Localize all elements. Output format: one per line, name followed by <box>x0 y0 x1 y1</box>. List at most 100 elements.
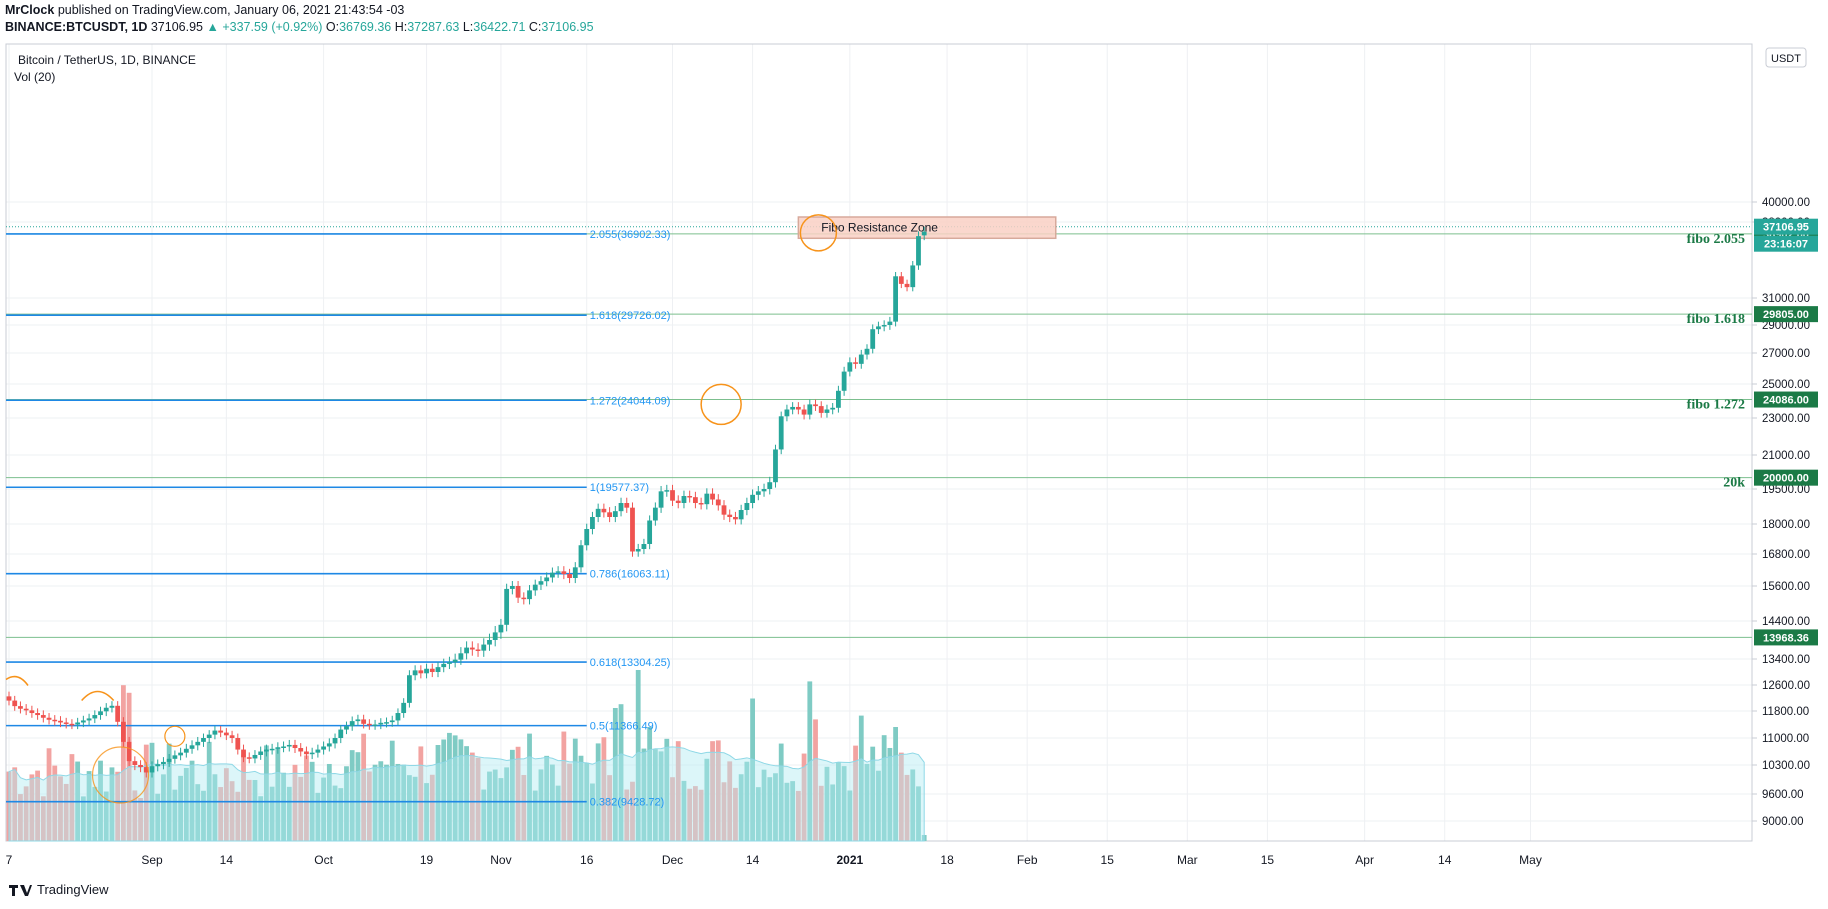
volume-bar <box>315 792 321 841</box>
volume-bar <box>635 670 641 841</box>
volume-bar <box>693 786 698 841</box>
last-price-text: 37106.95 <box>1763 222 1809 234</box>
candle-body <box>269 748 275 751</box>
fib-levels: 2.055(36902.33) 1.618(29726.02) 1.272(2404… <box>6 229 670 809</box>
volume-bar <box>46 748 52 841</box>
candle-body <box>721 505 727 515</box>
volume-bar <box>698 789 704 841</box>
candle-body <box>710 493 715 500</box>
close-value: 37106.95 <box>541 20 594 34</box>
candle-body <box>864 348 870 355</box>
volume-bar <box>750 698 755 841</box>
volume-bar <box>778 743 784 841</box>
volume-bar <box>887 747 893 841</box>
volume-bar <box>258 796 264 841</box>
candle-body <box>584 529 590 546</box>
candle-body <box>647 520 653 544</box>
candle-body <box>29 710 35 714</box>
candle-body <box>458 653 464 660</box>
volume-bar <box>86 771 92 841</box>
candle-body <box>115 705 121 722</box>
volume-bar <box>607 775 612 841</box>
volume-bar <box>767 777 773 841</box>
candle-body <box>218 730 224 733</box>
volume-bar <box>727 761 733 841</box>
candle-body <box>201 738 206 742</box>
footer-brand[interactable]: TradingView <box>8 882 109 897</box>
candle-body <box>876 326 881 330</box>
volume-bar <box>264 745 269 841</box>
candle-body <box>23 708 29 711</box>
volume-bar <box>538 769 544 841</box>
price-badge-text: 13968.36 <box>1763 632 1809 644</box>
volume-bar <box>218 787 224 841</box>
candle-body <box>492 632 498 640</box>
low-label: L: <box>462 20 474 34</box>
high-value: 37287.63 <box>407 20 460 34</box>
candle-body <box>395 713 401 721</box>
price-tick: 16800.00 <box>1762 549 1810 561</box>
price-badge-text: 29805.00 <box>1763 309 1809 321</box>
volume-bar <box>550 764 555 841</box>
volume-bar <box>332 785 338 841</box>
candle-body <box>344 726 349 730</box>
candle-body <box>904 283 910 288</box>
currency-badge[interactable] <box>1765 47 1807 68</box>
candles <box>6 226 927 778</box>
time-tick: Apr <box>1355 853 1374 867</box>
time-axis[interactable]: 7 Sep 14 Oct 19 Nov 16 Dec 14 2021 18 Feb 15 Mar 15 Apr… <box>6 853 1542 867</box>
candle-body <box>561 571 567 574</box>
volume-bar <box>424 783 429 841</box>
price-tick: 25000.00 <box>1762 379 1810 391</box>
fib-label: 0.382(9428.72) <box>590 797 665 809</box>
candle-body <box>921 231 927 236</box>
volume-bar <box>361 733 367 841</box>
candle-body <box>755 491 761 495</box>
volume-bar <box>166 743 172 841</box>
candle-body <box>258 751 264 755</box>
price-tick: 12600.00 <box>1762 680 1810 692</box>
candle-body <box>778 416 784 450</box>
time-tick: Feb <box>1017 853 1038 867</box>
volume-bar <box>836 762 841 841</box>
candle-body <box>624 503 630 508</box>
candle-body <box>235 738 241 750</box>
resistance-zone[interactable]: Fibo Resistance Zone <box>797 216 1057 240</box>
time-tick: 7 <box>6 853 13 867</box>
volume-bar <box>532 790 538 841</box>
candle-body <box>498 624 504 633</box>
volume-bar <box>29 774 35 841</box>
volume-bar <box>853 745 858 841</box>
resistance-zone-rect[interactable] <box>797 216 1057 240</box>
candle-body <box>555 571 561 573</box>
candle-body <box>675 500 681 503</box>
candle-body <box>361 719 367 724</box>
candle-body <box>824 409 830 413</box>
candle-body <box>704 493 710 505</box>
candle-body <box>601 508 607 513</box>
price-badge <box>1754 391 1818 408</box>
candle-body <box>389 720 395 723</box>
candle-body <box>641 544 647 549</box>
price-axis[interactable]: 40000.0038000.0031000.0029000.0027000.00… <box>1752 197 1810 828</box>
time-tick: 15 <box>1101 853 1115 867</box>
candle-body <box>801 409 807 415</box>
candle-body <box>6 696 12 701</box>
volume-bar <box>58 776 63 841</box>
candle-body <box>349 721 355 727</box>
volume-bar <box>183 767 189 841</box>
volume-bar <box>229 781 235 841</box>
volume-bar <box>252 779 258 841</box>
horizontal-level-name: fibo 2.055 <box>1687 232 1745 247</box>
author-name[interactable]: MrClock <box>5 3 55 17</box>
candle-body <box>447 662 452 664</box>
volume-bar <box>389 740 395 841</box>
volume-bar <box>670 777 675 841</box>
candle-body <box>109 705 115 708</box>
volume-bar <box>223 768 229 841</box>
last-price-badge <box>1754 218 1818 235</box>
candle-body <box>252 754 258 759</box>
volume-bar <box>384 764 389 841</box>
candle-body <box>630 507 635 552</box>
